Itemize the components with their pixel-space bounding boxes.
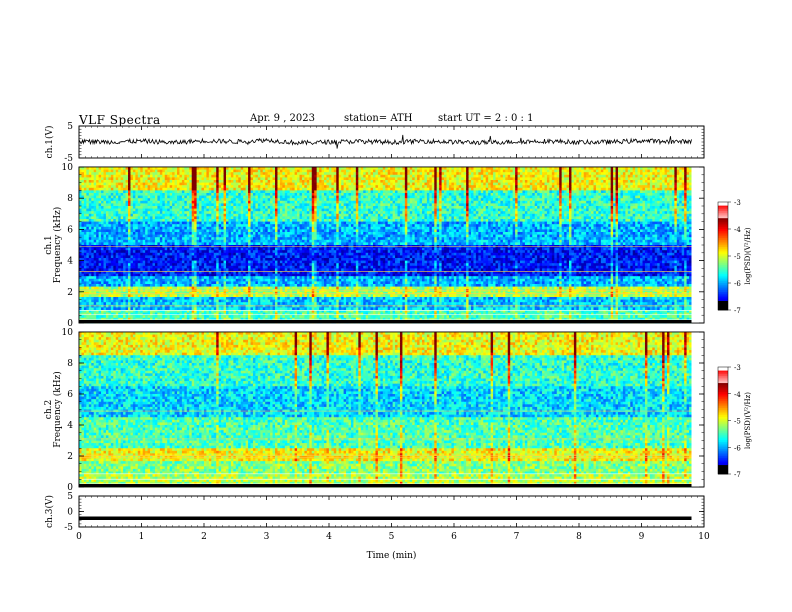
colorbar-tick-label: -4	[734, 391, 741, 399]
baseline-strip	[79, 484, 692, 487]
y-axis-label: Frequency (kHz)	[52, 207, 63, 284]
ch1-voltage-trace	[79, 135, 692, 149]
x-tick-label: 10	[698, 532, 710, 542]
y-tick-label: 4	[67, 257, 73, 267]
y-tick-label: 0	[67, 508, 73, 518]
colorbar-ch2	[718, 367, 728, 474]
spectrogram-ch2	[79, 332, 704, 487]
x-tick-label: 8	[576, 532, 582, 542]
y-tick-label: 10	[62, 328, 74, 338]
y-tick-label: 5	[67, 122, 73, 132]
x-tick-label: 3	[264, 532, 270, 542]
y-tick-label: -5	[64, 523, 73, 533]
colorbar-tick-label: -5	[734, 253, 741, 261]
y-tick-label: 6	[67, 225, 73, 235]
colorbar-label: log(PSD)(V²/Hz)	[744, 227, 752, 284]
y-tick-label: 8	[67, 359, 73, 369]
colorbar-ch1	[718, 202, 728, 310]
y-axis-label: ch.1(V)	[44, 126, 55, 159]
panel-border-4	[79, 496, 704, 527]
x-tick-label: 7	[514, 532, 520, 542]
x-tick-label: 1	[139, 532, 145, 542]
colorbar-tick-label: -7	[734, 307, 741, 315]
x-axis-label: Time (min)	[367, 550, 417, 561]
x-tick-label: 9	[639, 532, 645, 542]
colorbar-tick-label: -6	[734, 444, 741, 452]
y-tick-label: 10	[62, 163, 74, 173]
colorbar-tick-label: -3	[734, 364, 741, 372]
baseline-strip	[79, 320, 692, 323]
y-tick-label: 2	[67, 288, 73, 298]
x-tick-label: 0	[76, 532, 82, 542]
x-tick-label: 2	[201, 532, 207, 542]
colorbar-tick-label: -3	[734, 199, 741, 207]
y-tick-label: 5	[67, 492, 73, 502]
y-tick-label: 8	[67, 194, 73, 204]
spectrogram-ch1	[79, 167, 704, 323]
colorbar-tick-label: -4	[734, 226, 741, 234]
y-axis-label: Frequency (kHz)	[52, 371, 63, 448]
colorbar-label: log(PSD)(V²/Hz)	[744, 392, 752, 449]
y-axis-label: ch.3(V)	[44, 495, 55, 528]
y-tick-label: 2	[67, 452, 73, 462]
colorbar-tick-label: -7	[734, 471, 741, 479]
y-tick-label: 4	[67, 421, 73, 431]
y-tick-label: 6	[67, 390, 73, 400]
panel-frame-4	[79, 496, 704, 527]
colorbar-tick-label: -5	[734, 418, 741, 426]
x-tick-label: 6	[451, 532, 457, 542]
x-tick-label: 4	[326, 532, 332, 542]
colorbar-tick-label: -6	[734, 280, 741, 288]
x-tick-label: 5	[389, 532, 395, 542]
